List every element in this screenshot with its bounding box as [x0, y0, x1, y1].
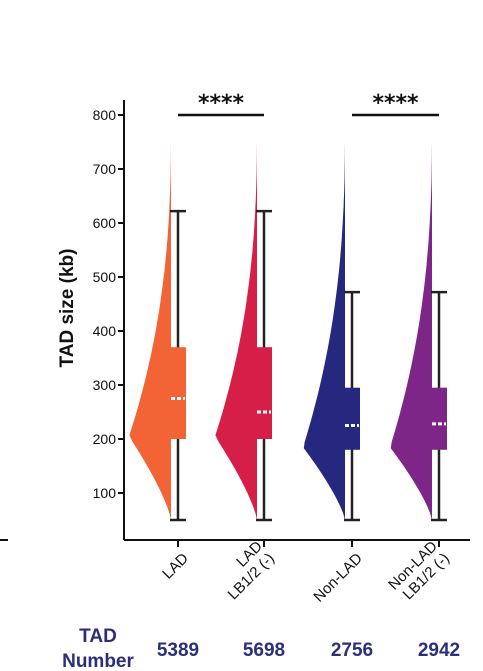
box-2: [344, 387, 360, 450]
significance-brackets: **** ****: [178, 91, 439, 117]
y-tick-label-700: 700: [93, 161, 117, 177]
box-3: [431, 387, 447, 450]
y-tick-label-200: 200: [93, 431, 117, 447]
category-label-0: LAD: [159, 550, 192, 583]
violin-1: [215, 128, 257, 520]
count-row-title-line1: TAD: [79, 626, 117, 647]
y-tick-label-100: 100: [93, 485, 117, 501]
y-tick-label-800: 800: [93, 107, 117, 123]
box-1: [256, 347, 272, 439]
count-value-2: 2756: [331, 640, 373, 661]
y-tick-label-400: 400: [93, 323, 117, 339]
category-label-line: Non-LAD: [310, 550, 366, 606]
box-plots: [170, 209, 447, 522]
violin-3: [390, 128, 432, 520]
violin-0: [129, 128, 171, 520]
significance-label-1: ****: [372, 91, 419, 116]
count-row-title-line2: Number: [62, 651, 134, 671]
axes: 100 200 300 400 500 600 700 800 TAD size (kb): [0, 100, 470, 547]
y-tick-label-600: 600: [93, 215, 117, 231]
y-tick-label-500: 500: [93, 269, 117, 285]
count-value-3: 2942: [418, 640, 460, 661]
category-label-line: LAD: [159, 550, 192, 583]
y-axis-title: TAD size (kb): [57, 249, 78, 368]
violin-2: [303, 128, 345, 520]
count-value-1: 5698: [243, 640, 285, 661]
count-row: TAD Number 5389 5698 2756 2942: [62, 626, 460, 671]
category-label-2: Non-LAD: [310, 550, 366, 606]
violins: [129, 128, 432, 520]
count-value-0: 5389: [157, 640, 199, 661]
y-tick-label-300: 300: [93, 377, 117, 393]
significance-label-0: ****: [198, 91, 245, 116]
box-0: [170, 347, 186, 439]
